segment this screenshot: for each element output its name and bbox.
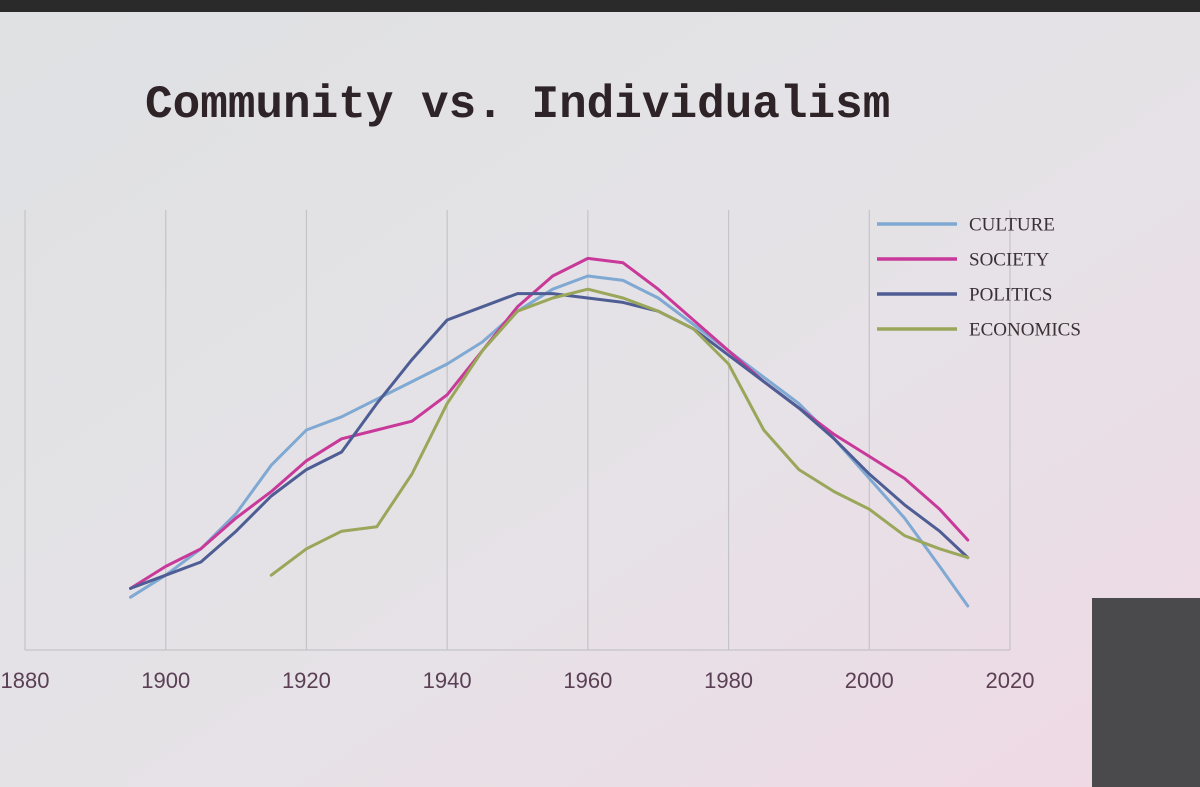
legend-label: POLITICS xyxy=(969,284,1052,305)
x-tick-label: 1940 xyxy=(423,668,472,693)
legend-label: CULTURE xyxy=(969,214,1055,235)
legend-label: ECONOMICS xyxy=(969,319,1081,340)
x-tick-label: 1900 xyxy=(141,668,190,693)
x-tick-label: 1880 xyxy=(1,668,50,693)
x-tick-label: 1960 xyxy=(563,668,612,693)
series-line xyxy=(129,256,970,590)
x-tick-label: 2020 xyxy=(986,668,1035,693)
legend-label: SOCIETY xyxy=(969,249,1050,270)
x-tick-label: 1980 xyxy=(704,668,753,693)
series-line xyxy=(269,287,970,577)
x-tick-label: 1920 xyxy=(282,668,331,693)
screen-edge xyxy=(0,0,1200,12)
chart-title: Community vs. Individualism xyxy=(145,79,890,131)
x-tick-label: 2000 xyxy=(845,668,894,693)
foreground-object xyxy=(1092,598,1200,787)
series-line xyxy=(129,292,970,590)
